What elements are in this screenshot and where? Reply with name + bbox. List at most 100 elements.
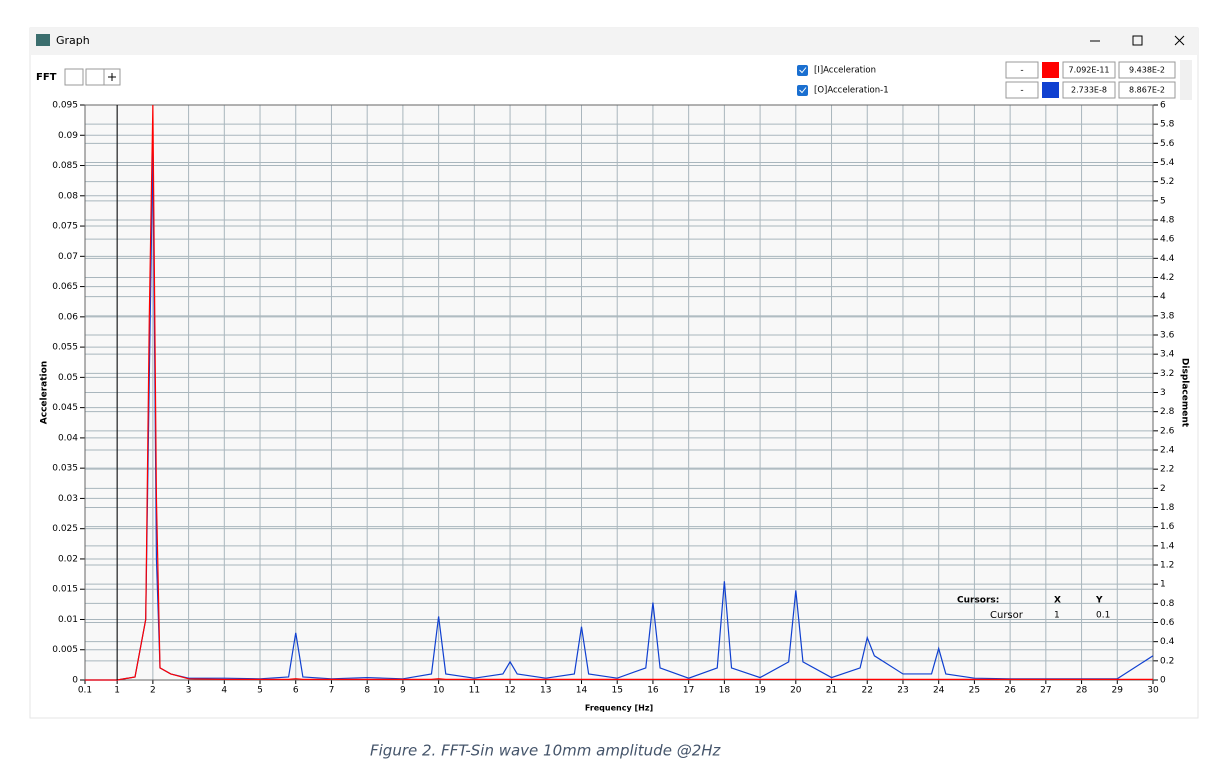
- y-tick-label: 0: [72, 676, 78, 686]
- y-tick-label: 0.085: [52, 161, 78, 171]
- x-tick-label: 3: [186, 686, 192, 696]
- x-tick-label: 0.1: [78, 686, 92, 696]
- cursor-panel-header: Y: [1095, 596, 1103, 606]
- legend-label: [I]Acceleration: [814, 66, 876, 76]
- y-tick-label: 0.045: [52, 403, 78, 413]
- plot-frame: [84, 104, 1154, 681]
- x-tick-label: 23: [897, 686, 908, 696]
- legend-box: [1118, 81, 1176, 99]
- y2-tick-label: 5.4: [1160, 158, 1175, 168]
- y2-tick-label: 2.2: [1160, 465, 1174, 475]
- y-tick-label: 0.005: [52, 645, 78, 655]
- x-tick-label: 20: [790, 686, 802, 696]
- legend-scrollbar[interactable]: [1180, 60, 1192, 100]
- series-line: [85, 104, 1153, 681]
- y2-tick-label: 0.8: [1160, 599, 1175, 609]
- y2-tick-label: 3.4: [1160, 350, 1175, 360]
- y2-tick-label: 1.6: [1160, 522, 1175, 532]
- y-tick-label: 0.06: [58, 312, 78, 322]
- x-tick-label: 27: [1040, 686, 1051, 696]
- x-tick-label: 24: [933, 686, 945, 696]
- x-tick-label: 17: [683, 686, 694, 696]
- x-tick-label: 11: [469, 686, 480, 696]
- legend-checkbox[interactable]: [797, 65, 808, 76]
- x-tick-label: 7: [329, 686, 335, 696]
- x-tick-label: 26: [1004, 686, 1016, 696]
- cursor-x: 1: [1054, 611, 1060, 621]
- y2-tick-label: 1.4: [1160, 541, 1175, 551]
- y-tick-label: 0.095: [52, 101, 78, 111]
- legend-min: 7.092E-11: [1068, 66, 1109, 75]
- y2-tick-label: 2.8: [1160, 407, 1175, 417]
- legend-dash: -: [1020, 66, 1023, 76]
- y-tick-label: 0.025: [52, 524, 78, 534]
- y2-tick-label: 3.2: [1160, 369, 1174, 379]
- x-tick-label: 28: [1076, 686, 1088, 696]
- y2-tick-label: 5: [1160, 196, 1166, 206]
- x-tick-label: 13: [540, 686, 551, 696]
- x-tick-label: 19: [754, 686, 766, 696]
- x-tick-label: 1: [114, 686, 120, 696]
- legend-dash: -: [1020, 86, 1023, 96]
- x-tick-label: 6: [293, 686, 299, 696]
- x-axis-label: Frequency [Hz]: [585, 704, 653, 713]
- pan-tool[interactable]: [64, 68, 84, 86]
- legend-max: 9.438E-2: [1129, 66, 1165, 75]
- x-tick-label: 12: [504, 686, 515, 696]
- y-tick-label: 0.04: [58, 433, 78, 443]
- x-tick-label: 25: [969, 686, 980, 696]
- title-bar: [30, 28, 1198, 55]
- y2-tick-label: 3.6: [1160, 331, 1175, 341]
- x-tick-label: 21: [826, 686, 837, 696]
- legend-min: 2.733E-8: [1071, 86, 1107, 95]
- y-tick-label: 0.035: [52, 464, 78, 474]
- x-tick-label: 8: [364, 686, 370, 696]
- x-tick-label: 29: [1112, 686, 1124, 696]
- y2-tick-label: 2.4: [1160, 446, 1175, 456]
- legend-check: [799, 67, 807, 74]
- y2-tick-label: 4.4: [1160, 254, 1175, 264]
- caption: Figure 2. FFT-Sin wave 10mm amplitude @2…: [370, 742, 722, 760]
- y-tick-label: 0.065: [52, 282, 78, 292]
- y2-tick-label: 0: [1160, 676, 1166, 686]
- legend-swatch: [1042, 62, 1059, 78]
- maximize-button[interactable]: [1132, 35, 1143, 46]
- x-tick-label: 22: [862, 686, 873, 696]
- y2-tick-label: 0.4: [1160, 637, 1175, 647]
- cursor-name: Cursor: [990, 610, 1024, 621]
- cursor-y: 0.1: [1096, 611, 1110, 621]
- cursor-tool-icon: [108, 73, 116, 81]
- y-tick-label: 0.01: [58, 615, 78, 625]
- x-tick-label: 5: [257, 686, 263, 696]
- zoom-tool[interactable]: [85, 68, 105, 86]
- cursor-panel-header: X: [1054, 596, 1061, 606]
- y2-tick-label: 3.8: [1160, 311, 1175, 321]
- x-tick-label: 9: [400, 686, 406, 696]
- y2-tick-label: 5.2: [1160, 177, 1174, 187]
- close-button[interactable]: [1174, 35, 1185, 46]
- legend-box: [1062, 61, 1116, 79]
- legend-box: [1118, 61, 1176, 79]
- y2-tick-label: 1.8: [1160, 503, 1175, 513]
- y2-tick-label: 2.6: [1160, 426, 1175, 436]
- y-tick-label: 0.015: [52, 585, 78, 595]
- legend-box: [1005, 61, 1039, 79]
- legend-check: [799, 87, 807, 94]
- y-tick-label: 0.08: [58, 191, 78, 201]
- y2-tick-label: 6: [1160, 101, 1166, 111]
- legend-box: [1062, 81, 1116, 99]
- x-tick-label: 18: [719, 686, 731, 696]
- cursor-panel-header: Cursors:: [957, 596, 999, 606]
- legend-checkbox[interactable]: [797, 85, 808, 96]
- y-tick-label: 0.03: [58, 494, 78, 504]
- y2-tick-label: 2: [1160, 484, 1166, 494]
- y-tick-label: 0.05: [58, 373, 78, 383]
- y2-tick-label: 3: [1160, 388, 1166, 398]
- x-tick-label: 30: [1147, 686, 1159, 696]
- legend-swatch: [1042, 82, 1059, 98]
- y2-tick-label: 4.8: [1160, 216, 1175, 226]
- x-tick-label: 4: [221, 686, 227, 696]
- y-tick-label: 0.02: [58, 554, 78, 564]
- legend-box: [1005, 81, 1039, 99]
